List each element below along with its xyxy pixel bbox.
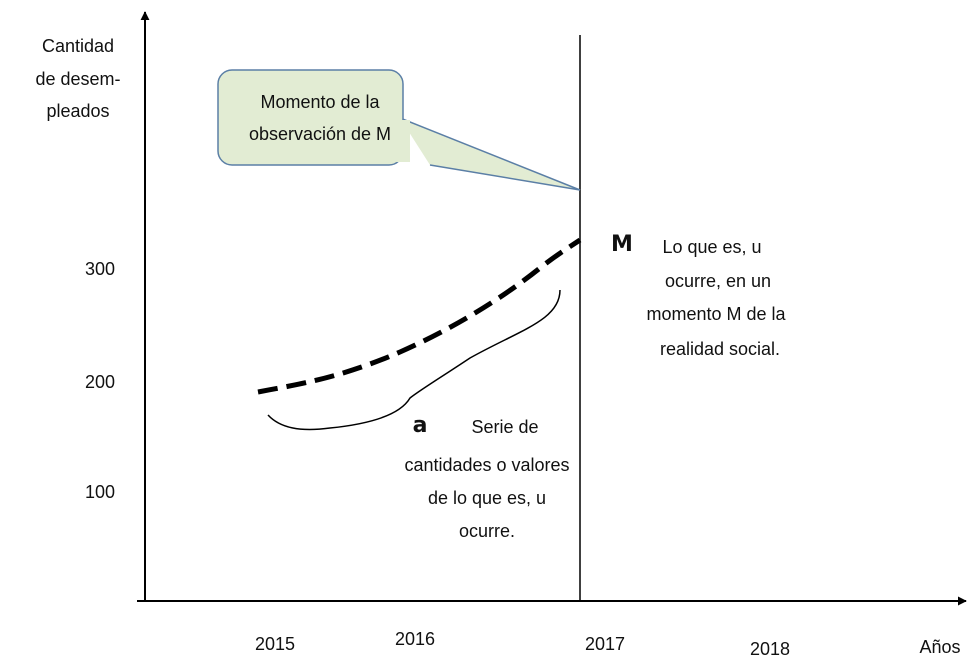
y-label: 200 [85, 372, 115, 392]
brace [267, 289, 561, 431]
x-label: 2017 [585, 634, 625, 654]
x-label: 2018 [750, 639, 790, 659]
annotation-text: realidad social. [660, 339, 780, 359]
callout-pointer [399, 117, 581, 191]
annotation-text: de lo que es, u [428, 488, 546, 508]
y-label: 300 [85, 259, 115, 279]
callout-box [217, 69, 404, 166]
axis-label: Cantidad [42, 36, 114, 56]
marker-m: M [611, 232, 633, 257]
x-label: 2016 [395, 629, 435, 649]
marker-a: a [413, 413, 428, 438]
series-curve [257, 237, 582, 395]
annotation-text: ocurre. [459, 521, 515, 541]
axis-label: pleados [46, 101, 109, 121]
annotation-text: Serie de [471, 417, 538, 437]
annotation-text: cantidades o valores [404, 455, 569, 475]
axis-label: de desem- [35, 69, 120, 89]
annotation-text: ocurre, en un [665, 271, 771, 291]
y-label: 100 [85, 482, 115, 502]
annotation-text: momento M de la [646, 304, 786, 324]
callout-join [390, 120, 410, 162]
x-axis-label: Años [919, 637, 960, 657]
callout-text: observación de M [249, 124, 391, 144]
x-label: 2015 [255, 634, 295, 654]
annotation-text: Lo que es, u [662, 237, 761, 257]
callout-text: Momento de la [260, 92, 380, 112]
